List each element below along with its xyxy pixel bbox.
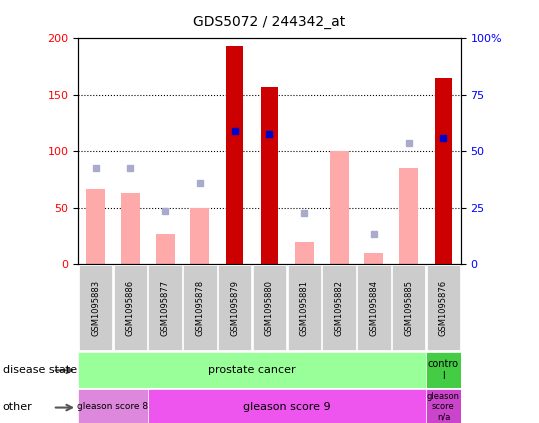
- FancyBboxPatch shape: [253, 265, 286, 350]
- FancyBboxPatch shape: [79, 265, 112, 350]
- FancyBboxPatch shape: [114, 265, 147, 350]
- FancyBboxPatch shape: [78, 352, 426, 387]
- Text: gleason
score
n/a: gleason score n/a: [427, 392, 460, 422]
- Text: GSM1095882: GSM1095882: [335, 280, 343, 336]
- Text: GSM1095885: GSM1095885: [404, 280, 413, 336]
- Text: other: other: [3, 402, 32, 412]
- Text: GSM1095884: GSM1095884: [369, 280, 378, 336]
- Text: GSM1095883: GSM1095883: [91, 280, 100, 336]
- Text: GSM1095878: GSM1095878: [196, 280, 204, 336]
- Bar: [364, 253, 383, 264]
- Bar: [435, 78, 452, 264]
- Text: GSM1095876: GSM1095876: [439, 280, 448, 336]
- Text: GDS5072 / 244342_at: GDS5072 / 244342_at: [194, 15, 345, 29]
- Bar: [329, 151, 349, 264]
- Bar: [156, 234, 175, 264]
- FancyBboxPatch shape: [148, 389, 426, 423]
- Bar: [86, 189, 105, 264]
- Text: gleason score 8: gleason score 8: [78, 402, 149, 412]
- Text: GSM1095880: GSM1095880: [265, 280, 274, 336]
- FancyBboxPatch shape: [357, 265, 391, 350]
- Text: GSM1095879: GSM1095879: [230, 280, 239, 336]
- Text: GSM1095877: GSM1095877: [161, 280, 170, 336]
- Bar: [121, 193, 140, 264]
- FancyBboxPatch shape: [426, 389, 461, 423]
- FancyBboxPatch shape: [78, 389, 148, 423]
- Text: GSM1095881: GSM1095881: [300, 280, 309, 336]
- Bar: [261, 87, 278, 264]
- FancyBboxPatch shape: [392, 265, 425, 350]
- FancyBboxPatch shape: [183, 265, 217, 350]
- Text: prostate cancer: prostate cancer: [208, 365, 296, 375]
- Text: gleason score 9: gleason score 9: [243, 402, 331, 412]
- FancyBboxPatch shape: [427, 265, 460, 350]
- FancyBboxPatch shape: [288, 265, 321, 350]
- FancyBboxPatch shape: [218, 265, 251, 350]
- FancyBboxPatch shape: [322, 265, 356, 350]
- Text: contro
l: contro l: [428, 359, 459, 381]
- Bar: [295, 242, 314, 264]
- Bar: [190, 208, 210, 264]
- FancyBboxPatch shape: [426, 352, 461, 387]
- FancyBboxPatch shape: [148, 265, 182, 350]
- Bar: [226, 46, 244, 264]
- Bar: [399, 168, 418, 264]
- Text: disease state: disease state: [3, 365, 77, 375]
- Text: GSM1095886: GSM1095886: [126, 280, 135, 336]
